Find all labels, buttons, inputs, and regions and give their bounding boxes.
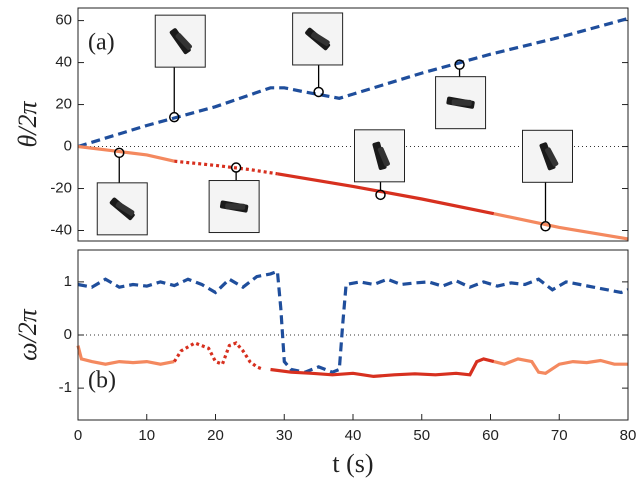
inset-particle <box>545 147 559 167</box>
x-tick-label: 40 <box>345 427 362 444</box>
y-axis-label: θ/2π <box>13 101 42 148</box>
x-tick-label: 0 <box>74 427 82 444</box>
inset-particle <box>372 141 387 170</box>
data-line <box>277 172 495 216</box>
data-line <box>493 212 629 241</box>
inset-particle <box>225 203 246 210</box>
data-line <box>77 144 175 163</box>
marker <box>313 86 324 98</box>
y-axis-label: ω/2π <box>13 308 42 361</box>
inset-particle <box>539 142 556 171</box>
data-line <box>172 341 265 371</box>
x-tick-label: 20 <box>207 427 224 444</box>
inset-particle <box>115 201 135 216</box>
marker <box>375 189 386 201</box>
x-axis-label: t (s) <box>332 449 373 478</box>
inset-image <box>292 12 344 66</box>
inset-image <box>96 182 148 236</box>
marker <box>540 221 551 232</box>
y-tick-label: 60 <box>55 12 72 29</box>
inset-particle <box>175 32 192 50</box>
panel-label: (b) <box>88 368 116 394</box>
y-tick-label: 40 <box>55 54 72 71</box>
y-tick-label: 0 <box>64 138 72 155</box>
marker <box>230 162 242 173</box>
y-tick-label: 1 <box>64 273 72 290</box>
inset-image <box>354 129 405 183</box>
x-tick-label: 30 <box>276 427 293 444</box>
marker <box>169 111 180 123</box>
x-tick-label: 10 <box>138 427 155 444</box>
inset-particle <box>377 146 390 167</box>
inset-particle <box>311 31 330 46</box>
y-tick-label: -1 <box>59 379 72 396</box>
y-tick-label: 0 <box>64 326 72 343</box>
data-line <box>174 159 278 176</box>
panel-label: (a) <box>88 30 115 56</box>
marker <box>114 147 125 159</box>
inset-image <box>208 180 260 234</box>
y-tick-label: 20 <box>55 96 72 113</box>
data-line <box>77 269 629 374</box>
y-tick-label: -20 <box>50 179 72 196</box>
inset-image <box>154 14 206 68</box>
axes-frame <box>77 7 629 242</box>
plot-area <box>78 250 628 420</box>
data-line <box>493 357 628 375</box>
y-tick-label: -40 <box>50 221 72 238</box>
x-tick-label: 70 <box>551 427 568 444</box>
x-tick-label: 60 <box>482 427 499 444</box>
marker <box>454 59 465 70</box>
x-tick-label: 80 <box>620 427 637 444</box>
data-line <box>270 357 495 379</box>
data-line <box>76 345 175 366</box>
axes-frame <box>77 249 629 421</box>
inset-image <box>435 76 487 130</box>
inset-image <box>522 129 573 183</box>
x-tick-label: 50 <box>413 427 430 444</box>
inset-particle <box>451 99 472 106</box>
